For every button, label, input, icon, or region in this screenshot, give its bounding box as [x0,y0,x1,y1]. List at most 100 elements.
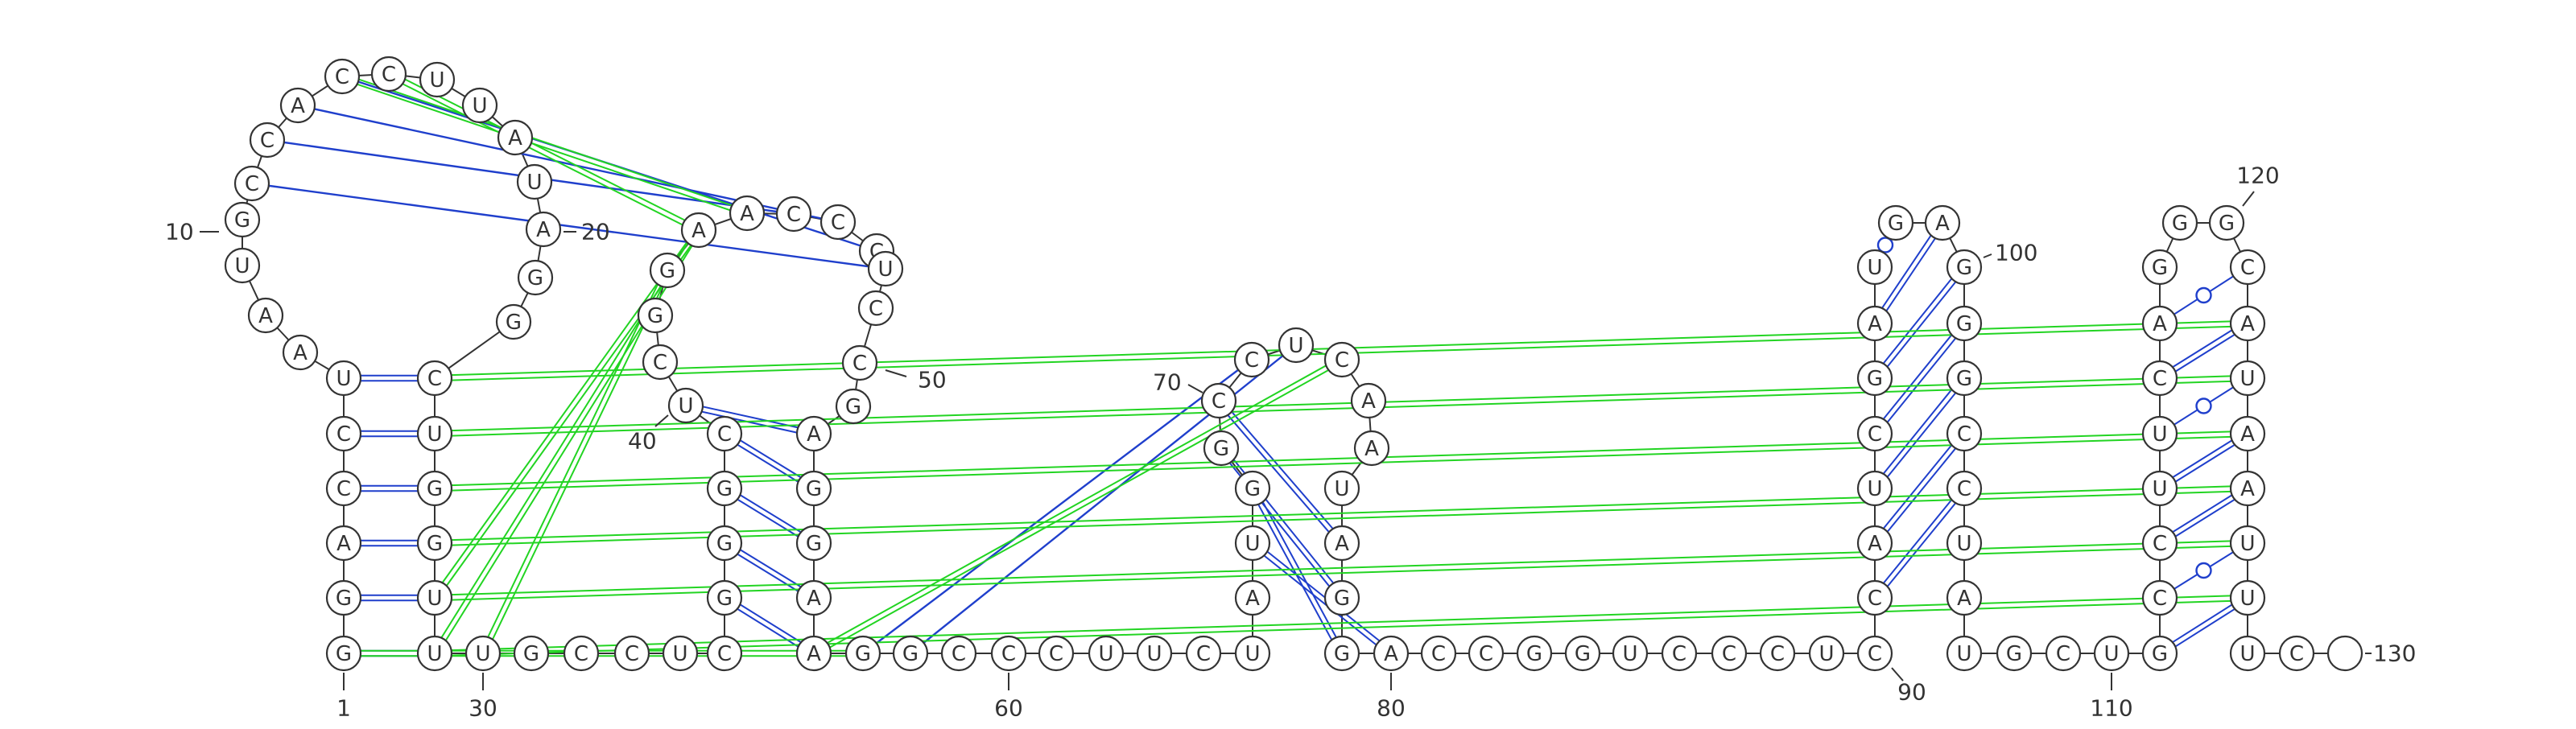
nucleotide: A [680,212,717,249]
nucleotide-letter: C [1770,642,1785,666]
nucleotide-letter: C [831,211,845,235]
nucleotide-letter: C [1722,642,1736,666]
nucleotide-letter: U [427,642,442,666]
nucleotide: C [324,58,361,95]
nucleotide: C [1946,470,1983,507]
nucleotide: U [461,87,498,124]
base-pair-line [1218,449,1341,600]
nucleotide-letter: C [625,642,639,666]
nucleotide-letter: G [2152,256,2168,280]
tertiary-interaction-line [342,73,749,212]
nucleotide: A [795,635,832,672]
nucleotide: G [795,470,832,507]
base-pair-line [1876,324,1967,436]
nucleotide: A [1234,579,1271,616]
nucleotide-letter: C [1335,348,1349,373]
nucleotide: U [2141,415,2178,452]
base-pair-line [1876,379,1967,491]
nucleotide-letter: U [1867,477,1882,501]
nucleotide-letter: G [716,532,733,556]
nucleotide-letter: U [429,68,444,93]
nucleotide-letter: U [672,642,687,666]
nucleotide: U [867,250,904,287]
nucleotide-letter: C [1196,642,1211,666]
nucleotide-letter: A [1935,212,1950,236]
nucleotide: U [419,61,456,98]
nucleotide: A [325,525,362,562]
nucleotide: A [795,579,832,616]
nucleotide-letter: U [1818,642,1834,666]
nucleotide-letter: C [1001,642,1016,666]
tertiary-interaction-line [431,228,698,597]
nucleotide-letter: A [2240,312,2255,336]
tertiary-interaction-line [389,71,700,229]
nucleotide: U [1612,635,1649,672]
nucleotide-letter: C [2240,256,2255,280]
nucleotide: C [416,360,453,397]
nucleotide-letter: U [472,94,487,118]
nucleotide: A [247,297,284,334]
nucleotide: C [325,470,362,507]
nucleotide: A [1373,635,1410,672]
nucleotide-letter: G [1334,642,1350,666]
nucleotide-letter: C [869,297,883,321]
position-label: 70 [1153,369,1182,396]
nucleotide-letter: A [258,304,273,328]
nucleotide-letter: G [336,642,352,666]
nucleotide-letter: A [807,587,821,611]
nucleotide-letter: C [1049,642,1063,666]
nucleotide: U [2229,360,2266,397]
nucleotide-letter: C [260,129,275,153]
nucleotide: G [1996,635,2033,672]
nucleotide-letter: A [293,341,308,365]
position-label: 1 [336,695,351,722]
nucleotide-letter: G [2152,642,2168,666]
nucleotide: A [1353,430,1390,467]
nucleotide: C [2278,635,2315,672]
nucleotide-letter: U [678,394,693,418]
nucleotide-letter: A [1335,532,1349,556]
position-tick [654,414,669,427]
nucleotide: A [1323,525,1360,562]
nucleotide-letter: C [1431,642,1446,666]
base-pair-line [1250,544,1390,657]
base-pair-line [1872,321,1963,433]
nucleotide-letter: U [1334,477,1349,501]
nucleotide: U [1856,249,1893,286]
nucleotide: G [637,297,674,334]
nucleotide-letter: C [574,642,588,666]
nucleotide: C [1711,635,1748,672]
tertiary-interaction-line [341,78,747,216]
position-tick [1891,667,1904,682]
tertiary-interaction-line [484,270,671,655]
nucleotide: U [2093,635,2130,672]
nucleotide-letter: G [659,259,675,283]
position-tick [1983,253,1992,258]
nucleotide-letter: A [291,94,305,118]
nucleotide-letter: C [1479,642,1493,666]
nucleotide-letter: G [1867,367,1883,391]
nucleotide: C [2141,579,2178,616]
nucleotide: A [2229,305,2266,342]
nucleotide: C [1185,635,1222,672]
nucleotide-letter: U [336,367,351,391]
nucleotide-letter: A [1384,642,1398,666]
nucleotide: C [841,344,878,381]
position-tick [2242,191,2255,207]
nucleotide: A [497,119,534,156]
position-label: 110 [2090,695,2132,722]
nucleotide-letter: U [2152,422,2167,447]
nucleotide: G [1946,305,1983,342]
position-label: 120 [2236,163,2279,189]
tertiary-interaction-line [480,269,667,653]
nucleotide: G [706,525,743,562]
nucleotide-letter: G [845,395,861,419]
nucleotide: U [1136,635,1173,672]
nucleotide: C [370,56,407,93]
nucleotide-letter: U [234,254,250,278]
nucleotide: G [1856,360,1893,397]
nucleotide-letter: A [1361,389,1376,414]
nucleotide: U [1323,470,1360,507]
